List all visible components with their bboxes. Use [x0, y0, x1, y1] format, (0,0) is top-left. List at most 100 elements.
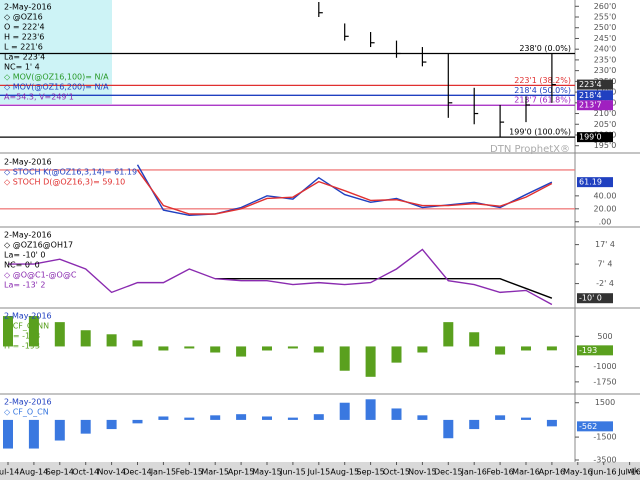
bar	[365, 346, 376, 377]
x-tick-label: Jun-15	[279, 468, 306, 477]
legend-entry: ◇ MOV(@OZ16,100)= N/A	[4, 73, 109, 82]
bar	[3, 419, 13, 449]
y-tick-label: -1750	[593, 377, 616, 386]
x-tick-label: Apr-16	[539, 468, 565, 477]
legend-background	[0, 0, 112, 104]
bar	[158, 416, 169, 420]
legend-entry: L = 221'6	[4, 43, 43, 52]
legend-entry: O = -193	[4, 332, 40, 341]
legend-entry: ◇ @OZ16	[4, 13, 43, 22]
bar	[391, 346, 402, 363]
bar	[184, 417, 195, 420]
bar	[495, 346, 506, 355]
level-label: 223'1 (38.2%)	[514, 76, 571, 85]
x-tick-label: Jun-16	[590, 468, 617, 477]
y-tick-label: 230'0	[594, 66, 617, 75]
value-marker-label: -562	[579, 422, 597, 431]
bar	[417, 415, 428, 420]
legend-entry: La= 223'4	[4, 53, 45, 62]
y-tick-label: 500	[597, 332, 612, 341]
value-marker-label: 213'7	[579, 101, 602, 110]
bar	[521, 417, 531, 420]
level-label: 218'4 (50.0%)	[514, 86, 571, 95]
bar	[262, 346, 272, 351]
bar	[469, 332, 480, 347]
bar	[262, 416, 272, 420]
bar	[236, 346, 247, 357]
watermark: DTN ProphetX®	[490, 144, 570, 155]
legend-entry: 2-May-2016	[4, 158, 52, 167]
x-tick-label: May-15	[252, 468, 281, 477]
bar	[54, 322, 65, 347]
x-tick-label: Oct-15	[383, 468, 410, 477]
legend-entry: H = 223'6	[4, 33, 44, 42]
x-tick-label: Sep-14	[46, 468, 74, 477]
series-line	[136, 169, 553, 215]
bar	[158, 346, 169, 351]
bar	[28, 419, 39, 449]
time-unit: wk	[627, 467, 639, 476]
y-tick-label: -2' 4	[596, 279, 614, 288]
series-line	[8, 248, 553, 306]
value-marker	[577, 100, 613, 111]
value-marker-label: 61.19	[579, 178, 602, 187]
bar	[391, 408, 402, 420]
y-tick-label: .00	[599, 217, 612, 226]
value-marker-label: 199'0	[579, 133, 602, 142]
level-label: 238'0 (0.0%)	[519, 44, 571, 53]
legend-entry: 2-May-2016	[4, 3, 52, 12]
bar	[339, 402, 350, 420]
x-tick-label: Dec-15	[434, 468, 463, 477]
bar	[417, 346, 428, 353]
y-tick-label: 255'0	[594, 13, 617, 22]
bar	[313, 414, 324, 420]
y-tick-label: 20.00	[594, 204, 617, 213]
legend-entry: H = -193	[4, 342, 40, 351]
x-tick-label: Nov-15	[408, 468, 436, 477]
x-tick-label: Feb-16	[486, 468, 513, 477]
bar	[339, 346, 350, 371]
x-tick-label: Jan-15	[150, 468, 176, 477]
value-marker	[577, 421, 613, 432]
bar	[210, 415, 221, 420]
y-tick-label: 260'0	[594, 2, 617, 11]
bar	[287, 417, 298, 420]
legend-entry: ◇ @O@C1-@O@C	[4, 271, 77, 280]
value-marker	[577, 293, 613, 304]
legend-entry: 2-May-2016	[4, 398, 52, 407]
y-tick-label: -3500	[593, 456, 616, 465]
legend-entry: 2-May-2016	[4, 231, 52, 240]
x-tick-label: Nov-14	[97, 468, 125, 477]
value-marker-label: -193	[579, 346, 597, 355]
y-tick-label: 1500	[595, 398, 615, 407]
y-tick-label: 7' 4	[598, 260, 613, 269]
y-tick-label: 205'0	[594, 120, 617, 129]
legend-entry: ◇ MOV(@OZ16,200)= N/A	[4, 83, 109, 92]
legend-entry: ◇ CF_O_CN	[4, 408, 49, 417]
bar	[132, 340, 143, 347]
level-label: 199'0 (100.0%)	[509, 128, 571, 137]
y-tick-label: 250'0	[594, 23, 617, 32]
legend-entry: 2-May-2016	[4, 312, 52, 321]
bar	[106, 334, 117, 347]
y-tick-label: 235'0	[594, 55, 617, 64]
legend-entry: ◇ CF_O_NN	[4, 322, 49, 331]
value-marker	[577, 345, 613, 356]
bar	[236, 414, 247, 420]
x-tick-label: Dec-14	[123, 468, 152, 477]
y-tick-label: -1500	[593, 433, 616, 442]
bar	[28, 316, 39, 347]
legend-entry: NC= 1' 4	[4, 63, 40, 72]
bar	[106, 419, 117, 430]
bar	[546, 419, 557, 427]
x-tick-label: Oct-14	[72, 468, 99, 477]
level-label: 213'7 (61.8%)	[514, 96, 571, 105]
legend-entry: La= -10' 0	[4, 251, 46, 260]
y-tick-label: 195'0	[594, 141, 617, 150]
value-marker-label: -10' 0	[579, 294, 602, 303]
bar	[443, 322, 454, 347]
y-tick-label: 245'0	[594, 34, 617, 43]
bar	[443, 419, 454, 439]
y-tick-label: 40.00	[594, 191, 617, 200]
